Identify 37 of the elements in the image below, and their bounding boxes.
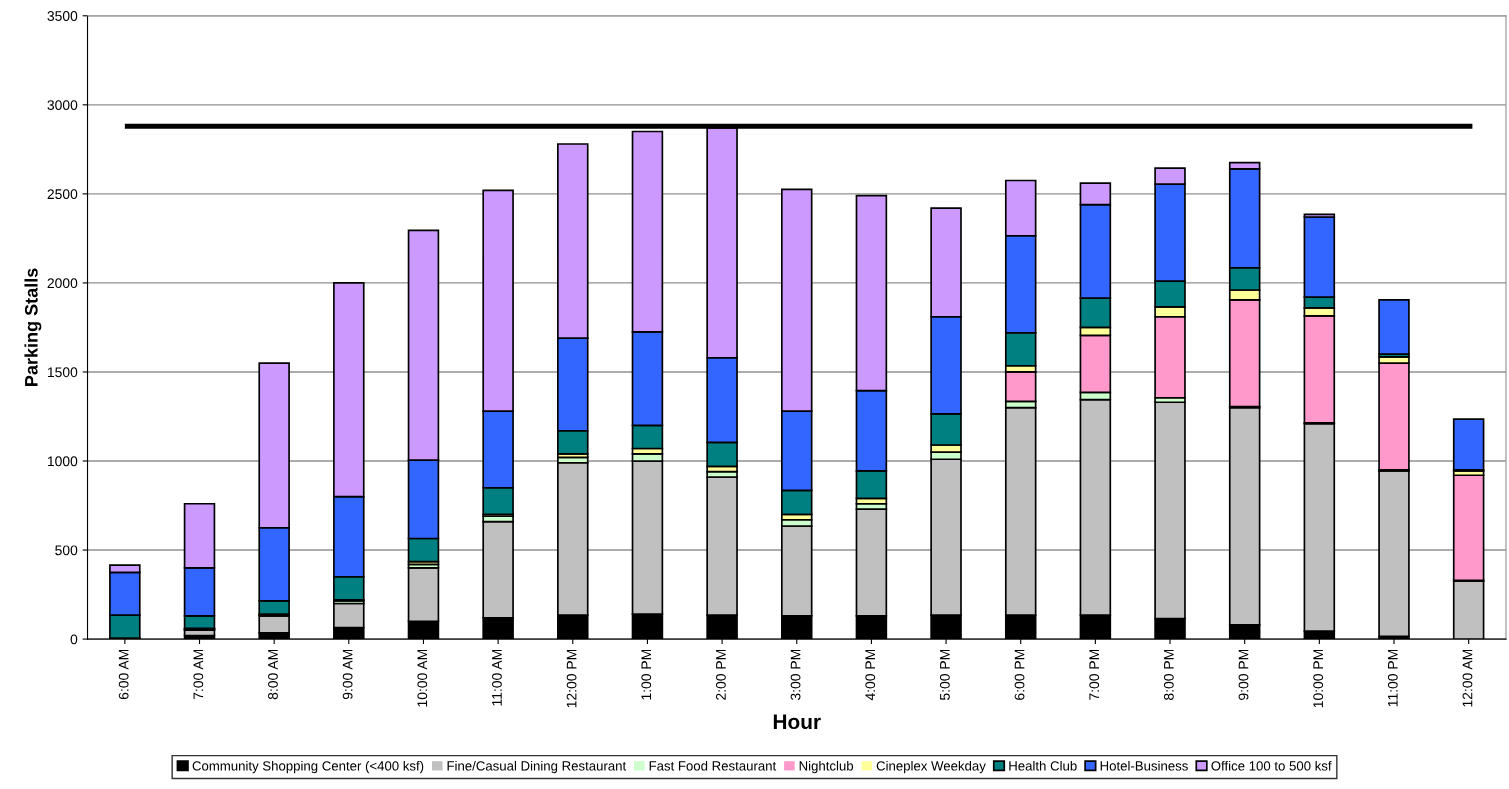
x-tick-label: 8:00 PM <box>1163 649 1174 700</box>
x-tick-label: 8:00 AM <box>268 649 278 700</box>
x-tick-label: 9:00 AM <box>342 649 353 700</box>
x-tick-label: 11:00 PM <box>1387 649 1398 707</box>
legend-label: Hotel-Business <box>1100 760 1188 771</box>
x-tick-label: 7:00 AM <box>193 649 204 700</box>
x-axis-title: Hour <box>773 714 821 730</box>
x-tick-label: 11:00 AM <box>492 649 502 706</box>
y-tick-label: 1500 <box>47 367 78 378</box>
x-tick-label: 7:00 PM <box>1089 649 1100 700</box>
x-tick-label: 6:00 AM <box>118 649 129 700</box>
x-tick-label: 10:00 AM <box>417 649 428 707</box>
x-tick-label: 4:00 PM <box>865 649 876 701</box>
x-tick-label: 10:00 PM <box>1313 649 1324 708</box>
legend-label: Cineplex Weekday <box>876 760 986 774</box>
legend-label: Office 100 to 500 ksf <box>1211 760 1332 771</box>
legend-label: Nightclub <box>799 760 854 774</box>
x-tick-label: 5:00 PM <box>939 649 950 700</box>
x-tick-label: 12:00 PM <box>566 649 577 708</box>
y-tick-label: 1000 <box>47 456 78 467</box>
x-tick-label: 1:00 PM <box>641 649 652 700</box>
legend-label: Community Shopping Center (<400 ksf) <box>192 760 424 774</box>
y-tick-label: 3000 <box>47 100 78 110</box>
x-tick-label: 9:00 PM <box>1238 649 1249 700</box>
y-tick-label: 2000 <box>47 278 78 289</box>
legend-label: Fine/Casual Dining Restaurant <box>447 760 627 774</box>
y-tick-label: 2500 <box>47 189 78 200</box>
legend-label: Fast Food Restaurant <box>649 760 777 771</box>
y-tick-label: 500 <box>55 545 78 556</box>
x-tick-label: 12:00 AM <box>1462 649 1473 707</box>
legend-label: Health Club <box>1009 760 1077 771</box>
x-tick-label: 6:00 PM <box>1014 649 1025 700</box>
y-tick-label: 3500 <box>47 11 78 21</box>
x-tick-label: 2:00 PM <box>715 649 726 700</box>
y-tick-label: 0 <box>70 634 78 645</box>
y-axis-title: Parking Stalls <box>24 268 42 386</box>
x-tick-label: 3:00 PM <box>790 649 801 700</box>
